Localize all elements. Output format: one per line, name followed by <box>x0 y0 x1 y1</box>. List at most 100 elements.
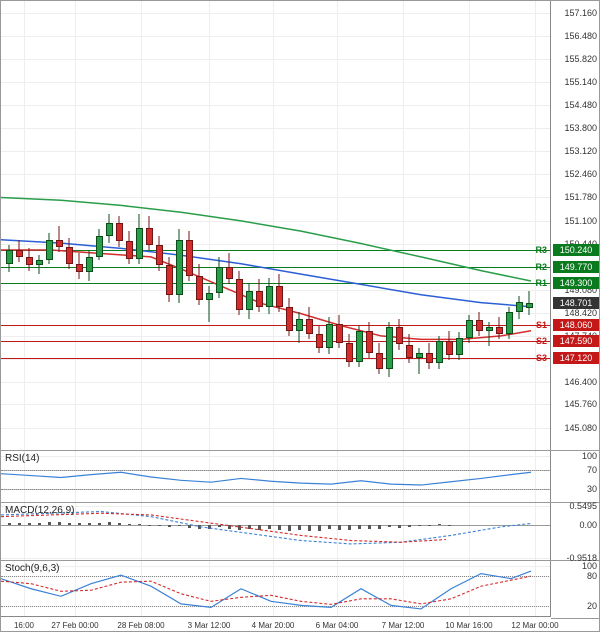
y-tick: 153.120 <box>564 146 597 156</box>
candle[interactable] <box>376 343 383 374</box>
candle[interactable] <box>206 286 213 322</box>
candle[interactable] <box>156 236 163 270</box>
macd-hist-bar <box>368 525 371 529</box>
y-axis: -0.95180.000.5495 <box>550 503 599 560</box>
y-tick: 70 <box>587 465 597 475</box>
candle[interactable] <box>56 226 63 252</box>
price-tag-r2: 149.770 <box>553 261 599 273</box>
macd-hist-bar <box>268 525 271 528</box>
candle[interactable] <box>286 298 293 336</box>
candle[interactable] <box>426 343 433 369</box>
current-price-tag: 148.701 <box>553 297 599 309</box>
x-axis: 16:0027 Feb 00:0028 Feb 08:003 Mar 12:00… <box>1 616 551 631</box>
y-tick: 145.080 <box>564 423 597 433</box>
gridline <box>1 566 551 567</box>
candle[interactable] <box>336 315 343 348</box>
y-tick: 145.760 <box>564 399 597 409</box>
candle[interactable] <box>166 257 173 302</box>
candle[interactable] <box>176 229 183 303</box>
stoch-panel[interactable]: 2080100Stoch(9,6,3) <box>1 561 599 619</box>
gridline <box>1 558 551 559</box>
ma-short <box>1 1 553 451</box>
price-tag-r3: 150.240 <box>553 244 599 256</box>
candle[interactable] <box>26 248 33 270</box>
chart-container: 145.080145.760146.400147.080147.740148.4… <box>0 0 600 632</box>
candle[interactable] <box>216 257 223 298</box>
candle[interactable] <box>146 216 153 250</box>
gridline-v <box>337 1 338 450</box>
rsi-panel[interactable]: 3070100RSI(14) <box>1 451 599 503</box>
candle[interactable] <box>346 334 353 367</box>
candle[interactable] <box>136 214 143 264</box>
candle[interactable] <box>186 231 193 281</box>
price-tag-r1: 149.300 <box>553 277 599 289</box>
candle[interactable] <box>76 253 83 279</box>
y-tick: 156.480 <box>564 31 597 41</box>
price-tag-s2: 147.590 <box>553 335 599 347</box>
macd-hist-bar <box>128 524 131 525</box>
x-tick: 27 Feb 00:00 <box>51 621 98 630</box>
candle[interactable] <box>296 312 303 343</box>
candle[interactable] <box>436 336 443 369</box>
candle[interactable] <box>6 245 13 272</box>
candle[interactable] <box>66 238 73 269</box>
y-tick: 146.400 <box>564 377 597 387</box>
candle[interactable] <box>106 214 113 243</box>
gridline-v <box>273 561 274 618</box>
candle[interactable] <box>366 322 373 357</box>
candle[interactable] <box>16 240 23 262</box>
candle[interactable] <box>236 271 243 316</box>
gridline-v <box>209 503 210 560</box>
candle[interactable] <box>96 229 103 260</box>
macd-panel[interactable]: -0.95180.000.5495 MACD(12,26,9) <box>1 503 599 561</box>
candle[interactable] <box>476 312 483 336</box>
candle[interactable] <box>406 334 413 363</box>
candle[interactable] <box>276 274 283 312</box>
candle[interactable] <box>116 216 123 247</box>
rsi-line <box>1 451 553 503</box>
candle[interactable] <box>466 315 473 342</box>
macd-hist-bar <box>168 525 171 527</box>
candle[interactable] <box>306 307 313 340</box>
candle[interactable] <box>496 317 503 339</box>
candle[interactable] <box>386 322 393 377</box>
resistance-line-r2 <box>1 267 551 268</box>
candle[interactable] <box>86 250 93 281</box>
candle[interactable] <box>416 348 423 374</box>
macd-hist-bar <box>38 523 41 525</box>
candle[interactable] <box>196 264 203 305</box>
gridline-v <box>403 503 404 560</box>
candle[interactable] <box>226 253 233 284</box>
candle[interactable] <box>36 255 43 274</box>
gridline-v <box>209 1 210 450</box>
candle[interactable] <box>266 278 273 314</box>
candle[interactable] <box>256 279 263 312</box>
candle[interactable] <box>326 317 333 354</box>
candle[interactable] <box>46 233 53 264</box>
macd-label: MACD(12,26,9) <box>5 505 74 516</box>
y-tick: 148.420 <box>564 308 597 318</box>
y-tick: 152.460 <box>564 169 597 179</box>
gridline-v <box>535 1 536 450</box>
candle[interactable] <box>396 319 403 350</box>
macd-hist-bar <box>248 525 251 529</box>
macd-hist-bar <box>8 523 11 525</box>
candle[interactable] <box>516 296 523 318</box>
gridline-v <box>141 451 142 502</box>
candle[interactable] <box>246 283 253 319</box>
candle[interactable] <box>126 231 133 264</box>
gridline-v <box>337 451 338 502</box>
candle[interactable] <box>506 307 513 340</box>
candle[interactable] <box>316 326 323 353</box>
gridline-v <box>469 451 470 502</box>
candle[interactable] <box>486 322 493 346</box>
gridline-v <box>209 561 210 618</box>
candle[interactable] <box>356 326 363 367</box>
gridline-v <box>403 561 404 618</box>
gridline-v <box>337 561 338 618</box>
candle[interactable] <box>446 331 453 360</box>
candle[interactable] <box>526 291 533 315</box>
macd-hist-bar <box>58 522 61 525</box>
candle[interactable] <box>456 332 463 359</box>
price-panel[interactable]: 145.080145.760146.400147.080147.740148.4… <box>1 1 599 451</box>
